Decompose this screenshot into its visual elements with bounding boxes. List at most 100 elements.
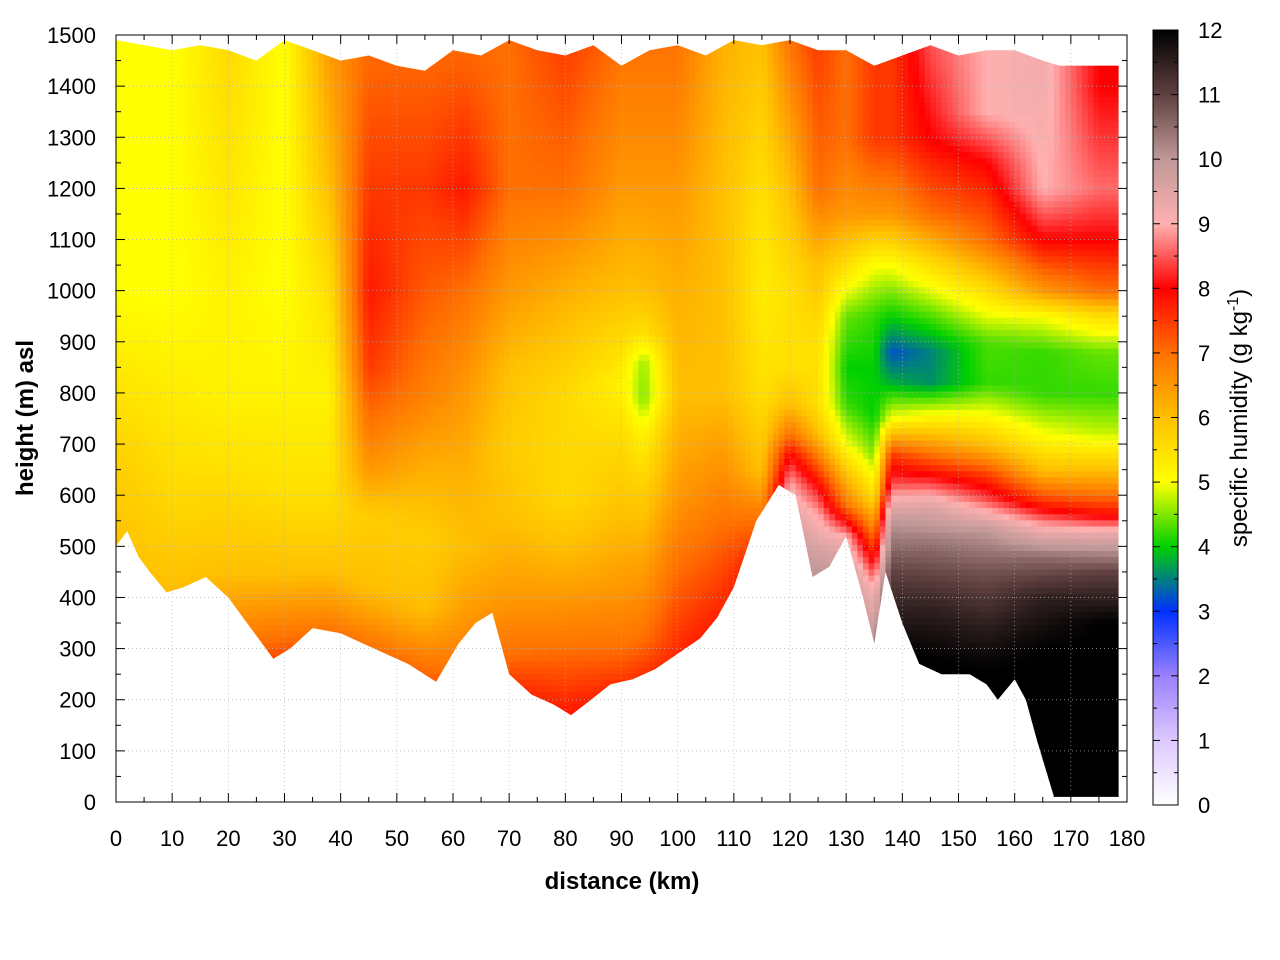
humidity-cell	[295, 568, 302, 576]
humidity-cell	[200, 200, 207, 208]
humidity-cell	[290, 133, 297, 140]
humidity-cell	[301, 519, 308, 527]
humidity-cell	[329, 84, 336, 91]
humidity-cell	[267, 280, 274, 288]
humidity-cell	[144, 433, 151, 441]
humidity-cell	[222, 298, 229, 306]
humidity-cell	[256, 574, 263, 582]
humidity-cell	[335, 470, 342, 478]
humidity-cell	[318, 347, 325, 355]
humidity-cell	[318, 599, 325, 607]
humidity-cell	[312, 157, 319, 165]
humidity-cell	[116, 513, 123, 521]
humidity-cell	[312, 127, 319, 134]
humidity-cell	[189, 225, 196, 232]
humidity-cell	[149, 59, 156, 67]
humidity-cell	[144, 157, 151, 165]
humidity-cell	[228, 384, 235, 392]
humidity-cell	[273, 611, 280, 619]
humidity-cell	[284, 409, 291, 417]
humidity-cell	[245, 84, 252, 91]
humidity-cell	[200, 452, 207, 459]
humidity-cell	[267, 525, 274, 533]
humidity-cell	[318, 427, 325, 435]
humidity-cell	[127, 525, 134, 533]
humidity-cell	[217, 219, 224, 226]
humidity-cell	[217, 525, 224, 533]
humidity-cell	[211, 77, 218, 85]
humidity-cell	[149, 114, 156, 122]
humidity-cell	[273, 96, 280, 104]
humidity-cell	[295, 532, 302, 539]
humidity-cell	[194, 464, 201, 472]
humidity-cell	[301, 574, 308, 582]
humidity-cell	[295, 102, 302, 110]
humidity-cell	[211, 219, 218, 226]
humidity-cell	[149, 519, 156, 527]
humidity-cell	[116, 65, 123, 73]
humidity-cell	[312, 433, 319, 441]
humidity-cell	[318, 452, 325, 459]
humidity-cell	[295, 262, 302, 269]
humidity-cell	[250, 335, 258, 343]
humidity-cell	[144, 206, 151, 214]
humidity-cell	[144, 495, 151, 502]
humidity-cell	[284, 65, 291, 73]
humidity-cell	[116, 329, 123, 337]
humidity-cell	[172, 243, 179, 251]
humidity-cell	[200, 65, 207, 73]
humidity-cell	[222, 397, 229, 404]
humidity-cell	[144, 255, 151, 263]
humidity-cell	[138, 329, 145, 337]
humidity-cell	[121, 280, 128, 288]
humidity-cell	[290, 574, 297, 582]
humidity-cell	[138, 194, 145, 202]
humidity-cell	[194, 403, 201, 410]
humidity-cell	[194, 476, 201, 484]
humidity-cell	[245, 593, 252, 601]
humidity-cell	[138, 495, 145, 502]
humidity-cell	[312, 255, 319, 263]
humidity-cell	[250, 372, 258, 380]
humidity-cell	[295, 151, 302, 159]
humidity-cell	[132, 470, 140, 478]
humidity-cell	[295, 556, 302, 564]
humidity-cell	[205, 145, 213, 153]
humidity-cell	[121, 120, 128, 128]
humidity-cell	[323, 587, 331, 594]
humidity-cell	[217, 495, 224, 502]
humidity-cell	[194, 206, 201, 214]
humidity-cell	[211, 360, 218, 367]
humidity-cell	[262, 323, 269, 331]
humidity-cell	[127, 372, 134, 380]
humidity-cell	[273, 163, 280, 171]
humidity-cell	[149, 206, 156, 214]
humidity-cell	[323, 65, 331, 73]
humidity-cell	[318, 470, 325, 478]
humidity-cell	[295, 439, 302, 447]
humidity-cell	[166, 581, 173, 588]
humidity-cell	[132, 120, 140, 128]
humidity-cell	[290, 194, 297, 202]
humidity-cell	[295, 378, 302, 386]
humidity-cell	[205, 243, 213, 251]
humidity-cell	[172, 519, 179, 527]
humidity-cell	[205, 556, 213, 564]
humidity-cell	[329, 624, 336, 631]
humidity-cell	[194, 446, 201, 453]
humidity-cell	[290, 151, 297, 159]
humidity-cell	[256, 501, 263, 509]
humidity-cell	[335, 127, 342, 134]
humidity-cell	[250, 421, 258, 429]
humidity-cell	[127, 311, 134, 318]
humidity-cell	[116, 182, 123, 189]
humidity-cell	[250, 219, 258, 226]
humidity-cell	[116, 501, 123, 509]
humidity-cell	[200, 145, 207, 153]
humidity-cell	[144, 482, 151, 490]
humidity-cell	[284, 347, 291, 355]
humidity-cell	[166, 317, 173, 324]
humidity-cell	[149, 427, 156, 435]
humidity-cell	[155, 397, 162, 404]
humidity-cell	[245, 237, 252, 245]
